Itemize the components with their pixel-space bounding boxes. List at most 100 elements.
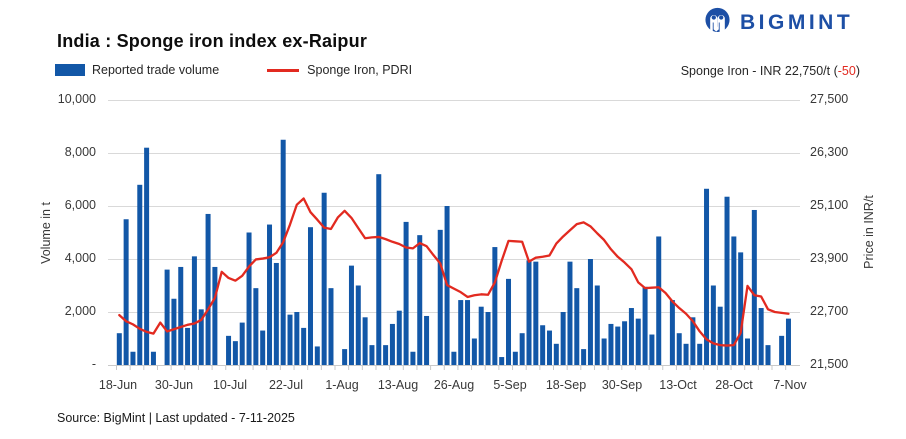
- volume-bar: [260, 330, 266, 365]
- price-note-text: Sponge Iron - INR 22,750/t (: [680, 64, 838, 78]
- x-axis-tick: 26-Aug: [433, 378, 475, 392]
- right-axis-tick: 22,700: [810, 304, 849, 318]
- volume-bar: [130, 351, 136, 365]
- volume-bar: [465, 300, 471, 365]
- volume-bar: [601, 338, 607, 365]
- x-axis-tick: 1-Aug: [325, 378, 359, 392]
- volume-bar: [328, 288, 334, 365]
- volume-bar: [212, 266, 218, 365]
- legend-bar-swatch: [55, 64, 85, 76]
- volume-bar: [594, 285, 600, 365]
- volume-bar: [123, 219, 129, 365]
- x-axis-line: [108, 365, 800, 370]
- volume-bar: [314, 346, 320, 365]
- volume-bar: [615, 326, 621, 365]
- x-axis-tick: 7-Nov: [773, 378, 807, 392]
- volume-bar: [690, 317, 696, 365]
- volume-bar: [437, 229, 443, 365]
- volume-bar: [574, 288, 580, 365]
- legend-line-label: Sponge Iron, PDRI: [307, 63, 413, 77]
- volume-bar: [137, 184, 143, 365]
- price-change-value: -50: [837, 64, 856, 78]
- left-axis-tick: 8,000: [64, 145, 96, 159]
- volume-bar: [171, 298, 177, 365]
- volume-bar: [656, 236, 662, 365]
- right-axis-title: Price in INR/t: [862, 195, 876, 269]
- x-axis-tick: 10-Jul: [212, 378, 248, 392]
- bigmint-logo-icon: [705, 7, 730, 35]
- volume-bar: [635, 318, 641, 366]
- left-axis-tick: 10,000: [57, 92, 96, 106]
- volume-bar: [294, 312, 300, 365]
- volume-bar: [717, 306, 723, 365]
- price-note-close: ): [855, 64, 860, 78]
- volume-bar: [205, 213, 211, 365]
- price-line: [118, 197, 790, 347]
- volume-bar: [198, 309, 204, 365]
- x-axis-tick: 13-Aug: [377, 378, 419, 392]
- volume-bar: [587, 259, 593, 365]
- volume-bar: [355, 285, 361, 365]
- volume-bar: [724, 196, 730, 365]
- x-axis-tick: 28-Oct: [715, 378, 753, 392]
- volume-bar: [731, 236, 737, 365]
- volume-bar: [628, 308, 634, 365]
- volume-bar: [321, 192, 327, 365]
- right-axis-tick: 26,300: [810, 145, 849, 159]
- chart-plot-area: [108, 100, 800, 370]
- gridlines: [108, 100, 800, 313]
- chart-legend: Reported trade volume Sponge Iron, PDRI: [55, 63, 412, 77]
- right-axis-tick: 25,100: [810, 198, 849, 212]
- x-axis-tick: 30-Jun: [154, 378, 194, 392]
- volume-bar: [751, 209, 757, 365]
- volume-bar: [369, 345, 375, 366]
- volume-bar: [506, 278, 512, 366]
- volume-bar: [683, 343, 689, 365]
- volume-bar: [471, 338, 477, 365]
- x-axis-tick: 18-Sep: [545, 378, 587, 392]
- volume-bar: [410, 351, 416, 365]
- left-axis-title: Volume in t: [39, 202, 53, 264]
- volume-bar: [451, 351, 457, 365]
- volume-bar: [758, 308, 764, 365]
- volume-bar: [403, 221, 409, 365]
- brand-name: BIGMINT: [740, 10, 854, 34]
- right-axis-tick: 27,500: [810, 92, 849, 106]
- volume-bar: [526, 260, 532, 365]
- volume-bar: [499, 357, 505, 365]
- chart-title: India : Sponge iron index ex-Raipur: [57, 31, 368, 51]
- volume-bar: [533, 261, 539, 365]
- volume-bar: [342, 349, 348, 365]
- volume-bar: [185, 327, 191, 365]
- volume-bar: [540, 325, 546, 365]
- x-axis-tick: 13-Oct: [659, 378, 697, 392]
- source-note: Source: BigMint | Last updated - 7-11-20…: [57, 411, 295, 425]
- volume-bar: [253, 288, 259, 365]
- right-axis-tick: 21,500: [810, 357, 849, 371]
- volume-bar: [246, 232, 252, 365]
- volume-bar: [226, 335, 232, 365]
- volume-bar: [348, 265, 354, 366]
- left-axis-tick: 2,000: [64, 304, 96, 318]
- volume-bar: [389, 323, 395, 365]
- volume-bar: [417, 235, 423, 365]
- volume-bar: [478, 306, 484, 365]
- volume-bars: [116, 139, 791, 366]
- volume-bar: [785, 318, 791, 366]
- volume-bar: [485, 312, 491, 365]
- x-axis-tick: 18-Jun: [98, 378, 138, 392]
- x-axis-tick: 30-Sep: [601, 378, 643, 392]
- volume-bar: [191, 256, 197, 365]
- volume-bar: [622, 321, 628, 365]
- volume-bar: [560, 312, 566, 365]
- volume-bar: [553, 343, 559, 365]
- volume-bar: [608, 323, 614, 365]
- volume-bar: [649, 334, 655, 365]
- x-axis-tick-labels: 18-Jun 30-Jun 10-Jul 22-Jul 1-Aug 13-Aug 26-Au…: [99, 378, 807, 394]
- volume-bar: [765, 345, 771, 366]
- volume-bar: [178, 266, 184, 365]
- left-axis-tick: 4,000: [64, 251, 96, 265]
- current-price-note: Sponge Iron - INR 22,750/t (-50): [681, 64, 860, 78]
- volume-bar: [704, 188, 710, 365]
- volume-bar: [738, 252, 744, 366]
